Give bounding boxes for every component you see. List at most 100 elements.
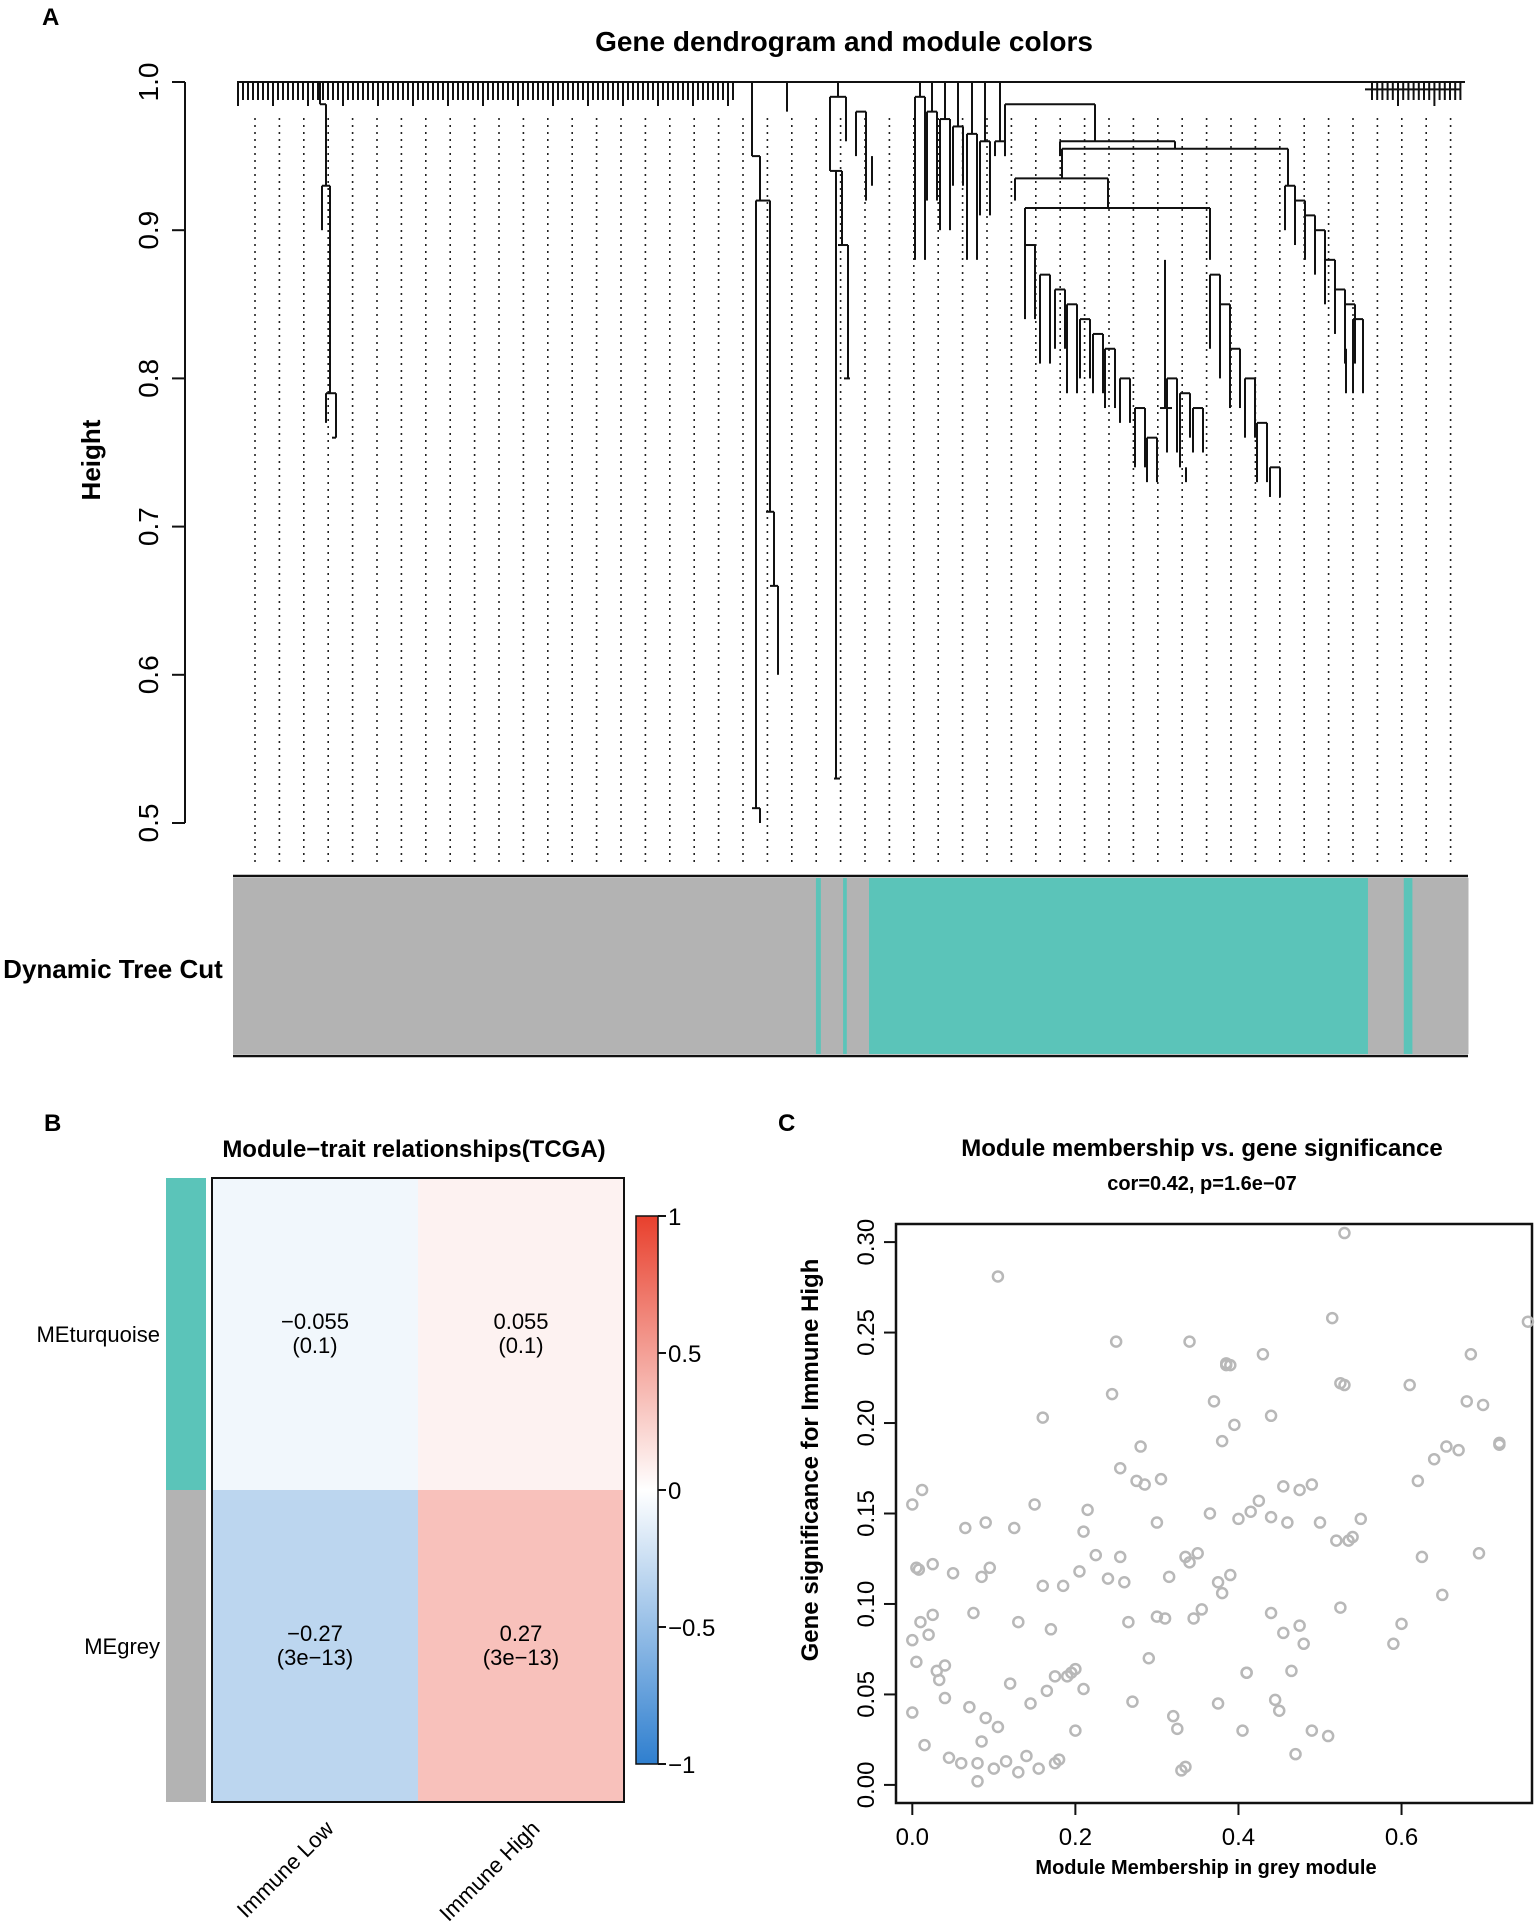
scatter-point — [1464, 1348, 1478, 1361]
scatter-point — [1183, 1335, 1196, 1348]
module-segment-grey — [233, 878, 817, 1054]
scatter-point — [1056, 1579, 1070, 1593]
scatter-point — [1334, 1601, 1347, 1614]
scatter-point — [1244, 1505, 1257, 1518]
scatter-point — [1109, 1335, 1123, 1348]
scatter-point — [1215, 1434, 1229, 1448]
scatter-point — [1036, 1579, 1050, 1593]
y-tick-label: 0.5 — [133, 804, 164, 843]
scatter-point — [1126, 1695, 1139, 1708]
y-tick-label: 0.30 — [853, 1219, 880, 1266]
scatter-point — [1052, 1753, 1066, 1766]
scatter-point — [1183, 1556, 1196, 1569]
scatter-point — [1077, 1525, 1090, 1538]
y-tick-label: 0.25 — [853, 1309, 880, 1356]
scatter-point — [1313, 1516, 1327, 1529]
cell-value: −0.27 — [287, 1621, 343, 1646]
scatter-point — [1007, 1521, 1021, 1535]
heatmap-cell — [418, 1490, 624, 1802]
module-segment-turquoise — [1403, 878, 1413, 1054]
scatter-point — [1134, 1440, 1147, 1453]
scatter-point — [987, 1762, 1001, 1775]
scatter-point — [1236, 1724, 1249, 1737]
scatter-point — [1272, 1704, 1286, 1717]
scatter-point — [1330, 1534, 1343, 1547]
scatter-point — [954, 1756, 968, 1770]
dendrogram-title: Gene dendrogram and module colors — [595, 26, 1093, 57]
x-tick-label: 0.2 — [1059, 1824, 1092, 1851]
color-scale-bar — [635, 1215, 659, 1765]
scatter-point — [1277, 1480, 1290, 1493]
scatter-point — [1232, 1512, 1245, 1526]
panel-label-c: C — [778, 1110, 795, 1137]
scatter-point — [932, 1673, 946, 1687]
scatter-point — [1012, 1615, 1025, 1629]
scatter-point — [1338, 1226, 1351, 1240]
scatter-point — [1171, 1722, 1184, 1736]
scatter-point — [906, 1498, 919, 1511]
scatter-point — [1081, 1503, 1094, 1517]
row-color-turquoise — [166, 1178, 206, 1490]
scatter-x-label: Module Membership in grey module — [1035, 1857, 1376, 1879]
scatter-point — [1521, 1315, 1535, 1328]
y-tick-label: 0.10 — [853, 1581, 880, 1628]
scatter-point — [1113, 1550, 1127, 1564]
scatter-point — [1105, 1387, 1119, 1401]
scatter-point — [1203, 1507, 1217, 1520]
scatter-point — [1215, 1586, 1229, 1600]
scatter-point — [1285, 1664, 1298, 1678]
column-label: Immune Low — [232, 1816, 339, 1923]
scatter-point — [1187, 1612, 1200, 1625]
scatter-point — [1240, 1666, 1253, 1679]
scatter-point — [971, 1775, 984, 1788]
scatter-point — [1305, 1478, 1319, 1491]
scale-tick-label: −0.5 — [668, 1615, 715, 1642]
scatter-point — [1166, 1709, 1180, 1723]
scatter-point — [1338, 1378, 1351, 1392]
scatter-point — [1028, 1498, 1041, 1511]
scatter-point — [1024, 1697, 1037, 1710]
cell-pvalue: (0.1) — [498, 1333, 543, 1358]
row-label: MEturquoise — [36, 1322, 160, 1347]
row-label: MEgrey — [84, 1634, 160, 1659]
scatter-point — [975, 1570, 988, 1584]
y-tick-label: 0.8 — [133, 359, 164, 398]
scatter-point — [1219, 1358, 1233, 1372]
scatter-point — [1073, 1565, 1086, 1578]
scatter-point — [946, 1566, 960, 1580]
scatter-point — [1032, 1762, 1045, 1775]
scatter-point — [1179, 1760, 1192, 1774]
y-tick-label: 0.6 — [133, 655, 164, 694]
scale-tick-label: 1 — [668, 1204, 681, 1231]
scatter-subtitle: cor=0.42, p=1.6e−07 — [1107, 1173, 1297, 1195]
scatter-point — [1472, 1547, 1486, 1560]
y-tick-label: 1.0 — [133, 63, 164, 102]
scatter-point — [1118, 1576, 1131, 1589]
module-color-bar — [233, 874, 1469, 1058]
scatter-point — [1321, 1729, 1335, 1743]
scatter-point — [1158, 1612, 1172, 1625]
scatter-point — [1003, 1677, 1017, 1690]
scatter-point — [967, 1606, 980, 1620]
scatter-point — [1012, 1765, 1025, 1779]
scatter-point — [1460, 1395, 1474, 1408]
scatter-point — [963, 1700, 976, 1714]
scatter-point — [991, 1720, 1005, 1734]
row-color-grey — [166, 1490, 206, 1802]
column-label: Immune High — [434, 1816, 544, 1923]
scale-tick-label: 0.5 — [668, 1341, 701, 1368]
scatter-point — [1415, 1550, 1429, 1564]
scatter-point — [1293, 1619, 1306, 1632]
scatter-point — [914, 1615, 927, 1629]
scatter-point — [1048, 1670, 1062, 1683]
y-tick-label: 0.00 — [853, 1762, 880, 1809]
scatter-point — [1289, 1747, 1302, 1761]
scatter-point — [1252, 1494, 1266, 1508]
scatter-point — [1411, 1474, 1425, 1488]
scatter-point — [1297, 1637, 1310, 1651]
scatter-point — [1211, 1576, 1225, 1589]
scatter-point — [926, 1608, 939, 1622]
scatter-point — [938, 1659, 952, 1672]
scatter-point — [1346, 1530, 1359, 1544]
